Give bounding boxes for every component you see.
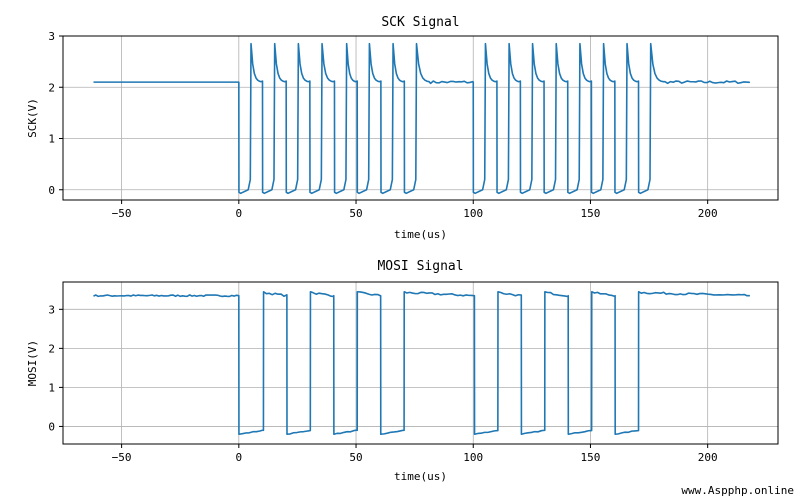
y-tick-label: 0: [48, 420, 55, 433]
y-axis-label: SCK(V): [26, 98, 39, 138]
chart-panel-1: −50 0 50 100 150 200 0 1 2 3 SCK Signal time(us) SCK…: [26, 15, 779, 241]
y-tick-label: 2: [48, 342, 55, 355]
axes-frame: [62, 35, 779, 201]
x-tick-label: 50: [349, 207, 362, 220]
x-tick-label: 150: [581, 207, 601, 220]
watermark-text: www.Aspphp.online: [681, 484, 794, 497]
x-tick-label: 100: [463, 451, 483, 464]
y-tick-label: 3: [48, 30, 55, 43]
x-tick-label: −50: [112, 207, 132, 220]
chart-panel-2: −50 0 50 100 150 200 0 1 2 3 MOSI Signal time(us) MO…: [26, 259, 779, 483]
x-tick-label: 100: [463, 207, 483, 220]
x-tick-label: −50: [112, 451, 132, 464]
chart-title: SCK Signal: [381, 15, 459, 30]
x-tick-label: 50: [349, 451, 362, 464]
signal-line: [93, 42, 751, 195]
x-tick-label: 0: [236, 451, 243, 464]
y-tick-label: 3: [48, 303, 55, 316]
chart-title: MOSI Signal: [377, 259, 463, 274]
x-tick-label: 200: [698, 207, 718, 220]
x-tick-label: 0: [236, 207, 243, 220]
signal-line: [93, 290, 750, 436]
y-tick-label: 2: [48, 81, 55, 94]
x-tick-label: 200: [698, 451, 718, 464]
x-axis-label: time(us): [394, 228, 447, 241]
y-tick-label: 1: [48, 133, 55, 146]
axes-frame: [62, 281, 779, 445]
y-axis-label: MOSI(V): [26, 340, 39, 386]
x-axis-label: time(us): [394, 470, 447, 483]
y-tick-label: 0: [48, 184, 55, 197]
x-tick-label: 150: [581, 451, 601, 464]
y-tick-label: 1: [48, 381, 55, 394]
